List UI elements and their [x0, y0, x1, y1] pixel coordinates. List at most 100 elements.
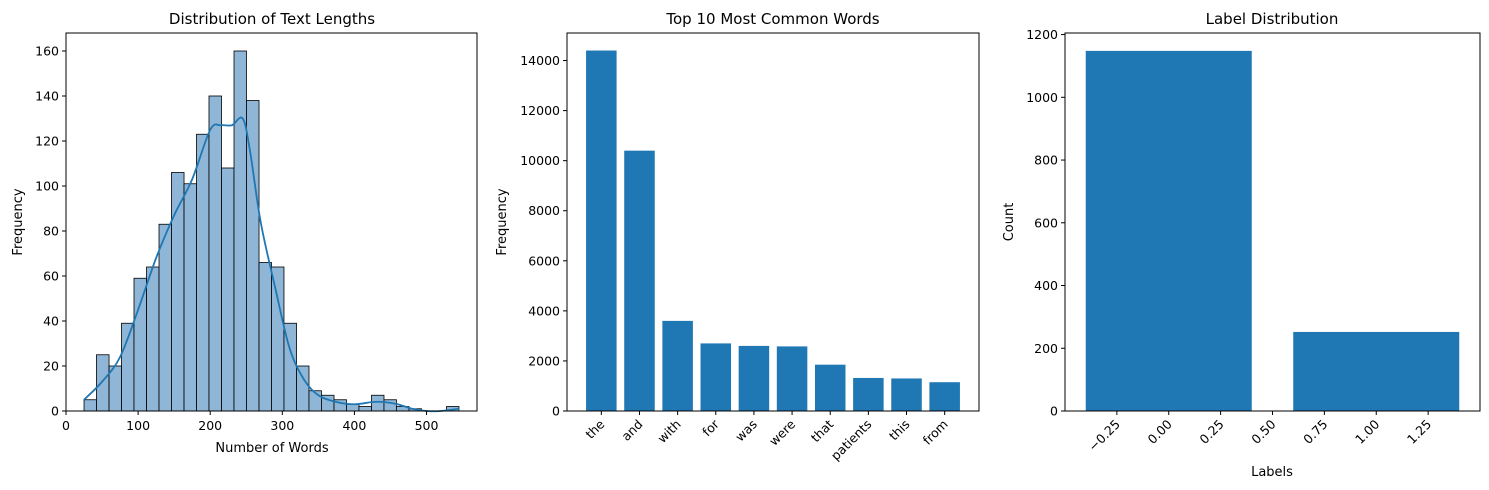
words-y-label: Frequency	[495, 188, 510, 255]
histogram-kde-line	[83, 116, 460, 413]
word-bar	[776, 346, 808, 411]
labels-y-tick-label: 200	[1034, 341, 1058, 356]
histogram-panel: Distribution of Text Lengths 0 100 200 300 4…	[11, 10, 478, 456]
words-x-tick-label: was	[732, 417, 760, 445]
words-x-tick-label: the	[582, 416, 607, 441]
words-y-tick-label: 8000	[528, 203, 560, 218]
label-bar	[1293, 331, 1460, 411]
histogram-bar	[183, 183, 197, 412]
histogram-plot-frame	[65, 32, 478, 412]
histogram-bar	[271, 266, 285, 412]
histogram-x-tick-label: 200	[198, 418, 222, 433]
words-bars	[586, 50, 960, 411]
words-y-tick-label: 10000	[520, 153, 560, 168]
words-x-tick-label: were	[766, 416, 798, 448]
labels-y-tick-label: 400	[1034, 278, 1058, 293]
words-y-ticks: 0 2000 4000 6000 8000 10000 12000 14000	[520, 53, 567, 419]
words-x-tick-label: from	[920, 417, 951, 448]
labels-y-tick-label: 1000	[1026, 90, 1058, 105]
histogram-bar	[133, 277, 147, 412]
histogram-x-label: Number of Words	[215, 441, 328, 456]
histogram-x-tick-label: 100	[126, 418, 150, 433]
labels-title: Label Distribution	[1206, 10, 1339, 28]
labels-x-tick-label: 1.00	[1352, 416, 1382, 446]
histogram-bar	[371, 394, 385, 412]
histogram-bar	[258, 262, 272, 412]
words-panel: Top 10 Most Common Words the and with for wa…	[495, 10, 980, 463]
histogram-bar	[208, 95, 222, 412]
histogram-bar	[96, 354, 110, 412]
labels-x-tick-label: 1.25	[1404, 417, 1434, 447]
words-title: Top 10 Most Common Words	[665, 10, 879, 28]
labels-y-ticks: 0 200 400 600 800 1000 1200	[1026, 27, 1065, 419]
histogram-title: Distribution of Text Lengths	[169, 10, 375, 28]
word-bar	[891, 378, 922, 411]
word-bar	[738, 345, 770, 411]
words-y-tick-label: 14000	[520, 53, 560, 68]
histogram-x-tick-label: 0	[62, 418, 70, 433]
histogram-bar	[233, 50, 247, 412]
histogram-x-tick-label: 300	[270, 418, 294, 433]
labels-y-tick-label: 800	[1034, 153, 1058, 168]
histogram-bar	[83, 399, 97, 412]
histogram-y-tick-label: 80	[43, 224, 59, 239]
words-x-tick-label: that	[808, 416, 837, 445]
words-x-tick-label: and	[618, 417, 645, 444]
words-plot-frame	[566, 32, 980, 412]
words-y-tick-label: 2000	[528, 353, 560, 368]
labels-x-tick-label: −0.25	[1085, 417, 1123, 455]
histogram-bar	[246, 100, 260, 412]
histogram-bar	[221, 167, 235, 412]
labels-y-tick-label: 0	[1050, 404, 1058, 419]
histogram-bars	[83, 50, 460, 412]
words-y-tick-label: 12000	[520, 103, 560, 118]
histogram-y-tick-label: 0	[51, 404, 59, 419]
words-y-tick-label: 0	[552, 404, 560, 419]
label-bar	[1085, 50, 1252, 412]
word-bar	[586, 50, 617, 411]
histogram-y-label: Frequency	[11, 188, 26, 255]
word-bar	[624, 150, 655, 411]
histogram-x-ticks: 0 100 200 300 400 500	[62, 411, 439, 433]
histogram-x-tick-label: 500	[415, 418, 439, 433]
labels-y-tick-label: 1200	[1026, 27, 1058, 42]
labels-y-tick-label: 600	[1034, 215, 1058, 230]
labels-x-tick-label: 0.00	[1145, 416, 1175, 446]
histogram-y-tick-label: 20	[43, 359, 59, 374]
words-y-tick-label: 4000	[528, 303, 560, 318]
word-bar	[700, 343, 732, 411]
labels-x-tick-label: 0.50	[1248, 416, 1278, 446]
histogram-bar	[358, 406, 372, 412]
histogram-bar	[158, 223, 172, 412]
histogram-bar	[108, 365, 122, 412]
labels-y-label: Count	[1002, 203, 1017, 242]
labels-panel: Label Distribution −0.25 0.00 0.25 0.50 0.75…	[1002, 10, 1481, 480]
histogram-y-ticks: 0 20 40 60 80 100 120 140 160	[35, 44, 66, 419]
words-x-tick-label: for	[699, 416, 722, 439]
histogram-bar	[296, 365, 310, 412]
word-bar	[662, 320, 693, 411]
histogram-bar	[346, 403, 360, 412]
histogram-y-tick-label: 40	[43, 314, 59, 329]
word-bar	[929, 382, 960, 411]
histogram-y-tick-label: 160	[35, 44, 59, 59]
labels-x-tick-label: 0.25	[1196, 417, 1226, 447]
histogram-bar	[146, 266, 160, 412]
histogram-x-tick-label: 400	[342, 418, 366, 433]
words-x-tick-label: with	[654, 417, 683, 446]
labels-bars	[1085, 50, 1460, 412]
words-x-tick-label: this	[886, 417, 913, 444]
labels-x-ticks: −0.25 0.00 0.25 0.50 0.75 1.00 1.25	[1085, 411, 1434, 454]
histogram-bar	[196, 133, 210, 412]
labels-x-tick-label: 0.75	[1300, 417, 1330, 447]
word-bar	[853, 377, 884, 411]
labels-x-label: Labels	[1251, 465, 1293, 480]
histogram-y-tick-label: 120	[35, 134, 59, 149]
words-y-tick-label: 6000	[528, 253, 560, 268]
histogram-y-tick-label: 60	[43, 269, 59, 284]
histogram-y-tick-label: 100	[35, 179, 59, 194]
word-bar	[814, 364, 846, 411]
histogram-y-tick-label: 140	[35, 89, 59, 104]
